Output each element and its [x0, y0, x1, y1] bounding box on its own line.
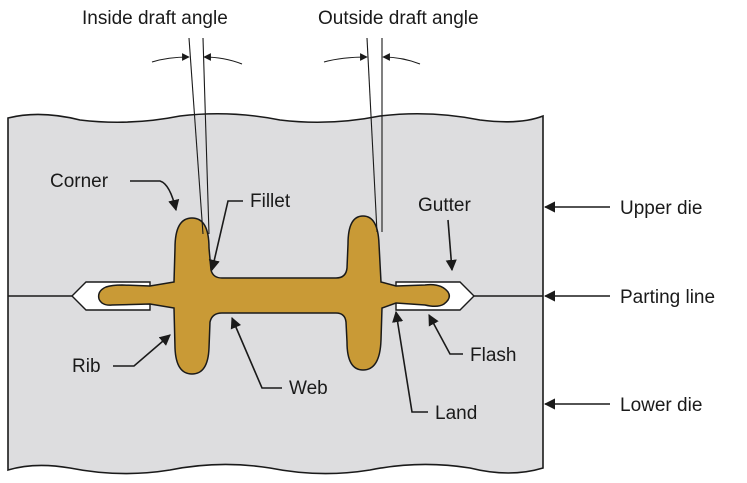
outside-draft-arc-left — [323, 53, 368, 63]
web-label: Web — [289, 378, 328, 399]
rib-label: Rib — [72, 356, 101, 377]
outside-draft-angle-label: Outside draft angle — [318, 8, 479, 29]
fillet-leader — [208, 200, 243, 272]
land-label: Land — [435, 403, 477, 424]
forged-part — [97, 215, 451, 375]
gutter-label: Gutter — [418, 195, 471, 216]
gutter-leader — [445, 219, 457, 272]
upper-die-label: Upper die — [620, 198, 702, 219]
flash-leader — [428, 314, 463, 355]
corner-label: Corner — [50, 171, 109, 192]
inside-draft-arc-left — [151, 53, 190, 63]
flash-label: Flash — [470, 345, 516, 366]
inside-draft-line-1 — [188, 37, 204, 235]
inside-draft-line-2 — [202, 37, 210, 235]
fillet-label: Fillet — [250, 191, 291, 212]
web-leader — [230, 316, 282, 389]
inside-draft-angle-label: Inside draft angle — [82, 8, 228, 29]
inside-draft-arc-right — [203, 53, 243, 65]
lower-die-label: Lower die — [620, 395, 702, 416]
outside-draft-arc-right — [382, 53, 421, 65]
parting-line-label: Parting line — [620, 287, 715, 308]
rib-leader — [113, 334, 171, 367]
outside-draft-line-1 — [366, 37, 378, 233]
land-leader — [392, 310, 428, 413]
corner-leader — [130, 180, 180, 212]
